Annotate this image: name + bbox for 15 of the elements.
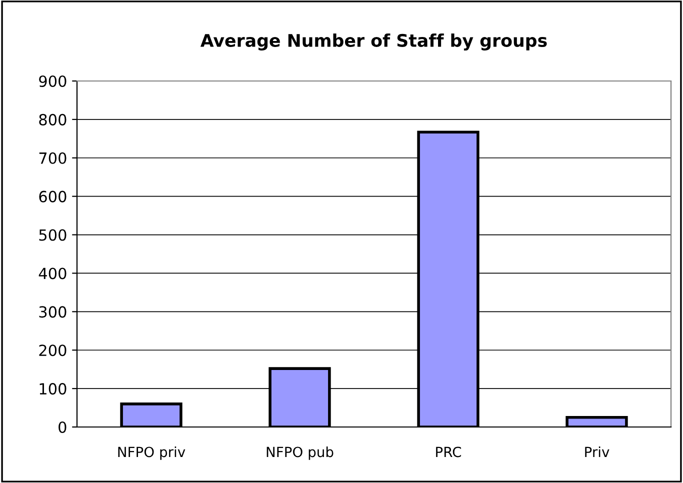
y-tick-label: 800 — [39, 114, 66, 126]
y-tick-label: 900 — [39, 75, 66, 88]
x-tick-label: PRC — [436, 446, 462, 458]
y-tick-label: 500 — [39, 229, 66, 241]
y-tick-label: 700 — [39, 152, 66, 164]
x-tick-label: NFPO priv — [118, 446, 186, 460]
y-tick-label: 400 — [38, 268, 66, 280]
y-tick-label: 600 — [39, 190, 66, 202]
y-tick-label: 200 — [39, 344, 66, 356]
y-tick-label: 300 — [39, 306, 66, 318]
chart-title: Average Number of Staff by groups — [200, 34, 547, 50]
x-tick-label: NFPO pub — [266, 446, 334, 460]
y-tick-label: 0 — [58, 421, 66, 434]
x-tick-label: Priv — [585, 446, 610, 457]
y-tick-label: 100 — [40, 383, 66, 395]
